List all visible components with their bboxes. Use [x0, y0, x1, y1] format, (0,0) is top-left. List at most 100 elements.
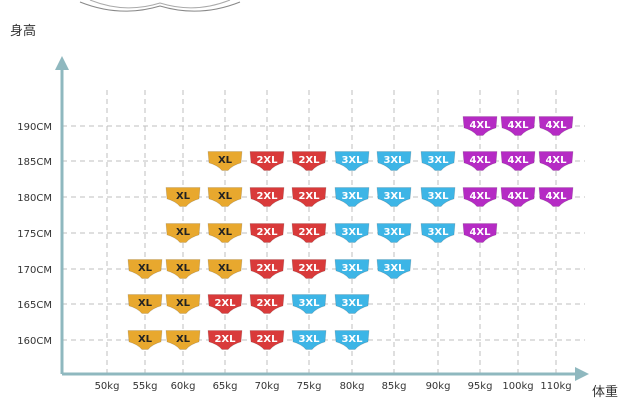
size-cell-shape: [291, 223, 327, 243]
x-tick-label: 95kg: [468, 381, 493, 392]
size-cell-shape: [500, 116, 536, 136]
size-cell-shape: [376, 223, 412, 243]
size-cell-label: 3XL: [341, 191, 363, 202]
size-cell: 2XL: [249, 259, 285, 279]
y-axis-label: 身高: [10, 23, 36, 39]
x-tick-label: 70kg: [255, 381, 280, 392]
size-cell: XL: [127, 330, 163, 350]
size-cell-shape: [376, 187, 412, 207]
size-cell: 2XL: [249, 151, 285, 171]
size-cell: 4XL: [462, 187, 498, 207]
size-cell: 2XL: [207, 330, 243, 350]
y-tick-label: 185CM: [17, 157, 52, 168]
size-cell-label: 3XL: [341, 227, 363, 238]
size-cell-shape: [376, 151, 412, 171]
size-cell-label: 4XL: [507, 155, 529, 166]
size-cell: XL: [127, 259, 163, 279]
size-cell-shape: [334, 294, 370, 314]
size-cell-shape: [165, 294, 201, 314]
size-cell-shape: [127, 294, 163, 314]
size-cell-shape: [249, 294, 285, 314]
y-tick-label: 170CM: [17, 265, 52, 276]
size-cell: 3XL: [334, 151, 370, 171]
y-axis-arrow: [55, 56, 69, 70]
x-axis-arrow: [575, 367, 589, 381]
top-decoration: [79, 0, 241, 12]
size-cell-label: XL: [218, 155, 233, 166]
size-cell: XL: [165, 259, 201, 279]
size-cell-label: 2XL: [256, 298, 278, 309]
size-cell: 2XL: [249, 330, 285, 350]
size-cell-label: 3XL: [341, 155, 363, 166]
size-cell: XL: [165, 294, 201, 314]
size-cell-label: 2XL: [298, 191, 320, 202]
size-cell-label: XL: [138, 298, 153, 309]
size-cell-shape: [538, 116, 574, 136]
size-cell: 4XL: [500, 151, 536, 171]
size-cell-label: 3XL: [427, 191, 449, 202]
size-cells: 4XL 4XL 4XL XL 2XL 2XL 3XL 3XL 3XL 4XL 4XL 4XL XL XL 2…: [127, 116, 574, 350]
size-cell: 3XL: [334, 294, 370, 314]
size-cell-shape: [462, 223, 498, 243]
size-cell-shape: [291, 330, 327, 350]
size-cell: XL: [127, 294, 163, 314]
size-cell-label: 4XL: [469, 155, 491, 166]
size-cell-label: 3XL: [341, 334, 363, 345]
x-tick-label: 90kg: [426, 381, 451, 392]
size-cell-shape: [207, 187, 243, 207]
size-cell-label: 3XL: [298, 334, 320, 345]
size-cell: XL: [207, 223, 243, 243]
size-cell-shape: [538, 151, 574, 171]
size-cell: 3XL: [420, 223, 456, 243]
y-tick-labels: 190CM 185CM 180CM 175CM 170CM 165CM 160CM: [17, 122, 52, 347]
size-cell-shape: [420, 223, 456, 243]
size-cell-label: 3XL: [298, 298, 320, 309]
size-cell: 2XL: [249, 294, 285, 314]
size-cell-shape: [334, 187, 370, 207]
size-cell-label: XL: [176, 334, 191, 345]
size-cell-label: 2XL: [256, 227, 278, 238]
size-cell: 3XL: [334, 259, 370, 279]
x-tick-label: 65kg: [213, 381, 238, 392]
size-cell: 3XL: [334, 330, 370, 350]
size-cell-shape: [462, 151, 498, 171]
x-tick-label: 80kg: [340, 381, 365, 392]
size-cell-shape: [291, 294, 327, 314]
size-cell-label: 3XL: [427, 227, 449, 238]
size-cell: 4XL: [462, 223, 498, 243]
size-cell-shape: [376, 259, 412, 279]
x-tick-label: 60kg: [171, 381, 196, 392]
y-tick-label: 175CM: [17, 229, 52, 240]
size-cell: 4XL: [538, 151, 574, 171]
size-cell-label: XL: [138, 263, 153, 274]
size-cell-shape: [249, 330, 285, 350]
size-cell-shape: [334, 151, 370, 171]
size-cell-label: 4XL: [545, 155, 567, 166]
size-cell: 3XL: [334, 187, 370, 207]
size-cell-shape: [165, 223, 201, 243]
size-cell-shape: [207, 151, 243, 171]
size-cell-shape: [420, 151, 456, 171]
axes: [55, 56, 589, 381]
size-cell-shape: [249, 151, 285, 171]
size-cell: 3XL: [376, 223, 412, 243]
size-cell-shape: [334, 330, 370, 350]
size-cell: 4XL: [538, 187, 574, 207]
x-axis-label: 体重: [592, 384, 618, 400]
size-cell-label: 3XL: [383, 191, 405, 202]
y-tick-label: 190CM: [17, 122, 52, 133]
size-cell-shape: [291, 151, 327, 171]
size-cell-label: XL: [176, 227, 191, 238]
size-cell-shape: [207, 223, 243, 243]
size-cell: 4XL: [462, 151, 498, 171]
x-tick-label: 75kg: [297, 381, 322, 392]
x-tick-labels: 50kg 55kg 60kg 65kg 70kg 75kg 80kg 85kg 90kg 95kg…: [95, 381, 572, 392]
size-cell: 3XL: [376, 259, 412, 279]
size-cell: XL: [165, 187, 201, 207]
x-tick-label: 50kg: [95, 381, 120, 392]
size-cell-label: 2XL: [256, 155, 278, 166]
size-cell: 2XL: [291, 259, 327, 279]
size-cell-shape: [291, 259, 327, 279]
size-cell-label: XL: [176, 298, 191, 309]
size-cell: 4XL: [500, 187, 536, 207]
